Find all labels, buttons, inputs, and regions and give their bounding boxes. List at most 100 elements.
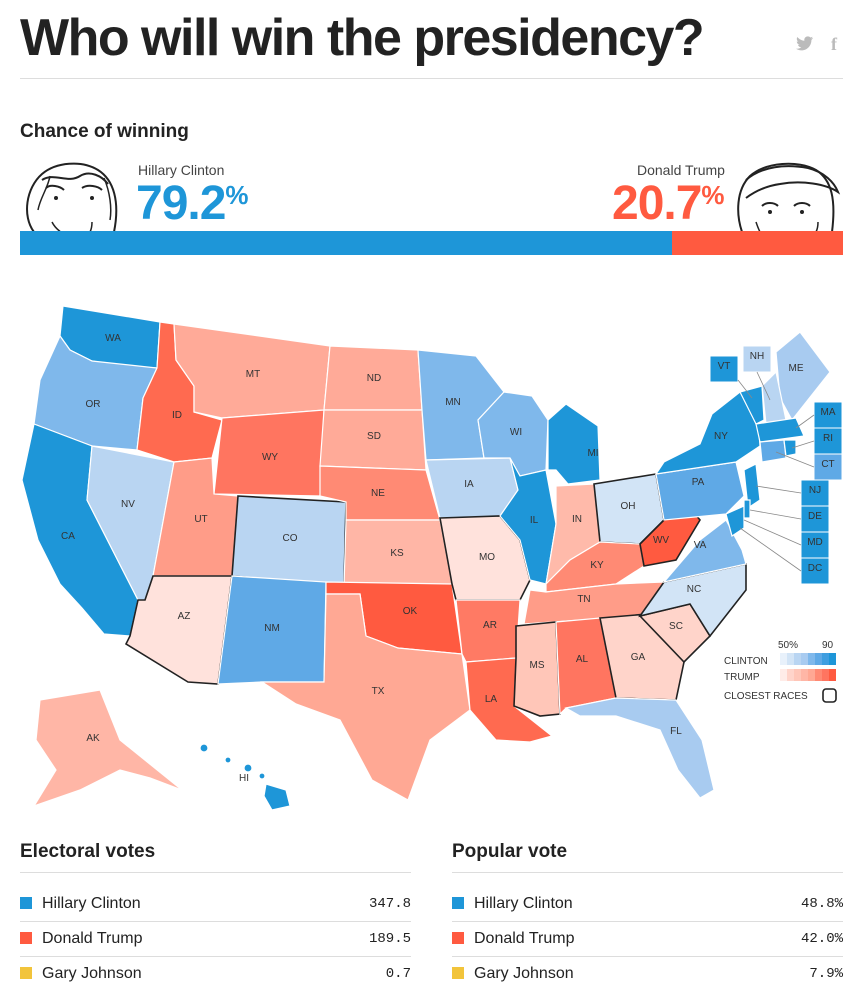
page-title: Who will win the presidency?	[20, 9, 705, 67]
state-FL[interactable]	[564, 697, 715, 799]
state-label-AL: AL	[576, 654, 589, 665]
state-label-VA: VA	[694, 540, 707, 551]
state-label-KS: KS	[390, 548, 404, 559]
state-AK[interactable]	[32, 689, 183, 808]
legend-red-swatch	[780, 669, 787, 681]
state-AR[interactable]	[455, 599, 521, 663]
state-label-LA: LA	[485, 694, 498, 705]
box-NH[interactable]	[742, 345, 772, 373]
map-legend: 50% 90 CLINTON TRUMP CLOSEST RACES	[724, 640, 837, 703]
state-label-ID: ID	[172, 410, 182, 421]
popular-candidate-cell: Hillary Clinton	[452, 887, 743, 922]
state-label-TX: TX	[372, 686, 385, 697]
electoral-candidate-cell: Donald Trump	[20, 921, 312, 957]
state-label-MI: MI	[587, 448, 598, 459]
state-label-KY: KY	[590, 560, 604, 571]
popular-row: Hillary Clinton 48.8%	[452, 887, 843, 922]
state-label-MD: MD	[807, 537, 823, 548]
box-DE[interactable]	[800, 505, 830, 533]
state-MD[interactable]	[725, 505, 745, 537]
legend-red-swatch	[822, 669, 829, 681]
state-label-NC: NC	[687, 584, 701, 595]
state-label-MA: MA	[821, 407, 836, 418]
state-HI[interactable]	[199, 743, 291, 810]
electoral-title: Electoral votes	[20, 841, 156, 862]
clinton-name: Hillary Clinton	[138, 162, 225, 178]
state-label-UT: UT	[194, 514, 207, 525]
state-label-CA: CA	[61, 531, 75, 542]
state-label-OH: OH	[621, 501, 636, 512]
clinton-chance: 79.2%	[136, 176, 249, 231]
state-NY[interactable]	[654, 391, 761, 475]
state-label-TN: TN	[577, 594, 590, 605]
popular-value: 42.0%	[743, 921, 843, 957]
state-TX[interactable]	[259, 593, 471, 801]
electoral-candidate-cell: Gary Johnson	[20, 956, 312, 991]
state-label-AR: AR	[483, 620, 497, 631]
state-MA[interactable]	[755, 417, 805, 443]
state-label-ND: ND	[367, 373, 381, 384]
state-label-WI: WI	[510, 427, 522, 438]
electoral-candidate-cell: Hillary Clinton	[20, 887, 311, 922]
trump-chance: 20.7%	[612, 176, 725, 231]
state-AZ[interactable]	[124, 575, 233, 685]
clinton-portrait-icon	[26, 162, 118, 232]
state-IL[interactable]	[499, 457, 557, 585]
state-VT[interactable]	[739, 385, 765, 425]
state-label-NJ: NJ	[809, 485, 821, 496]
state-label-NH: NH	[750, 351, 764, 362]
state-label-MS: MS	[530, 660, 545, 671]
electoral-value: 0.7	[311, 956, 411, 991]
electoral-row: Hillary Clinton 347.8	[20, 887, 411, 922]
popular-candidate-cell: Donald Trump	[452, 921, 744, 957]
box-MD[interactable]	[800, 531, 830, 559]
state-label-SD: SD	[367, 431, 381, 442]
legend-trump: TRUMP	[724, 672, 760, 683]
legend-red-swatch	[808, 669, 815, 681]
box-VT[interactable]	[709, 355, 739, 383]
state-label-MO: MO	[479, 552, 495, 563]
state-label-CT: CT	[821, 459, 834, 470]
facebook-icon[interactable]: f	[831, 34, 837, 54]
state-label-WY: WY	[262, 452, 278, 463]
popular-row: Gary Johnson 7.9%	[452, 956, 843, 991]
popular-value: 7.9%	[743, 956, 843, 991]
state-NJ[interactable]	[743, 463, 761, 510]
legend-blue-swatch	[794, 653, 801, 665]
popular-swatch	[452, 897, 464, 909]
state-label-NE: NE	[371, 488, 385, 499]
popular-swatch	[452, 932, 464, 944]
state-RI[interactable]	[783, 439, 797, 457]
electoral-divider	[20, 872, 411, 873]
state-DE[interactable]	[743, 499, 751, 519]
legend-blue-swatch	[815, 653, 822, 665]
chance-bar-clinton	[20, 231, 673, 255]
state-label-DC: DC	[808, 563, 822, 574]
state-label-IA: IA	[464, 479, 474, 490]
state-CT[interactable]	[759, 439, 787, 463]
box-DC[interactable]	[800, 557, 830, 585]
state-label-CO: CO	[283, 533, 298, 544]
twitter-icon[interactable]	[796, 36, 814, 56]
popular-row: Donald Trump 42.0%	[452, 921, 843, 957]
legend-clinton: CLINTON	[724, 656, 768, 667]
popular-swatch	[452, 967, 464, 979]
popular-value: 48.8%	[800, 896, 843, 912]
state-label-NM: NM	[264, 623, 280, 634]
state-label-HI: HI	[239, 773, 249, 784]
state-label-WA: WA	[105, 333, 121, 344]
state-label-IN: IN	[572, 514, 582, 525]
chance-bar-trump	[672, 231, 843, 255]
legend-blue-swatch	[829, 653, 836, 665]
electoral-row: Donald Trump 189.5	[20, 921, 411, 957]
forecast-map: WA OR CA NV ID MT WY UT AZ CO NM ND SD NE KS OK TX MN IA MO…	[21, 305, 843, 810]
legend-low: 50%	[778, 640, 798, 651]
state-MI[interactable]	[547, 403, 601, 485]
legend-red-swatch	[801, 669, 808, 681]
chance-title: Chance of winning	[20, 121, 189, 142]
electoral-swatch	[20, 967, 32, 979]
state-label-PA: PA	[692, 477, 705, 488]
state-label-NY: NY	[714, 431, 728, 442]
state-label-RI: RI	[823, 433, 833, 444]
electoral-table: Hillary Clinton 347.8 Donald Trump 189.5 Gar…	[20, 887, 411, 991]
